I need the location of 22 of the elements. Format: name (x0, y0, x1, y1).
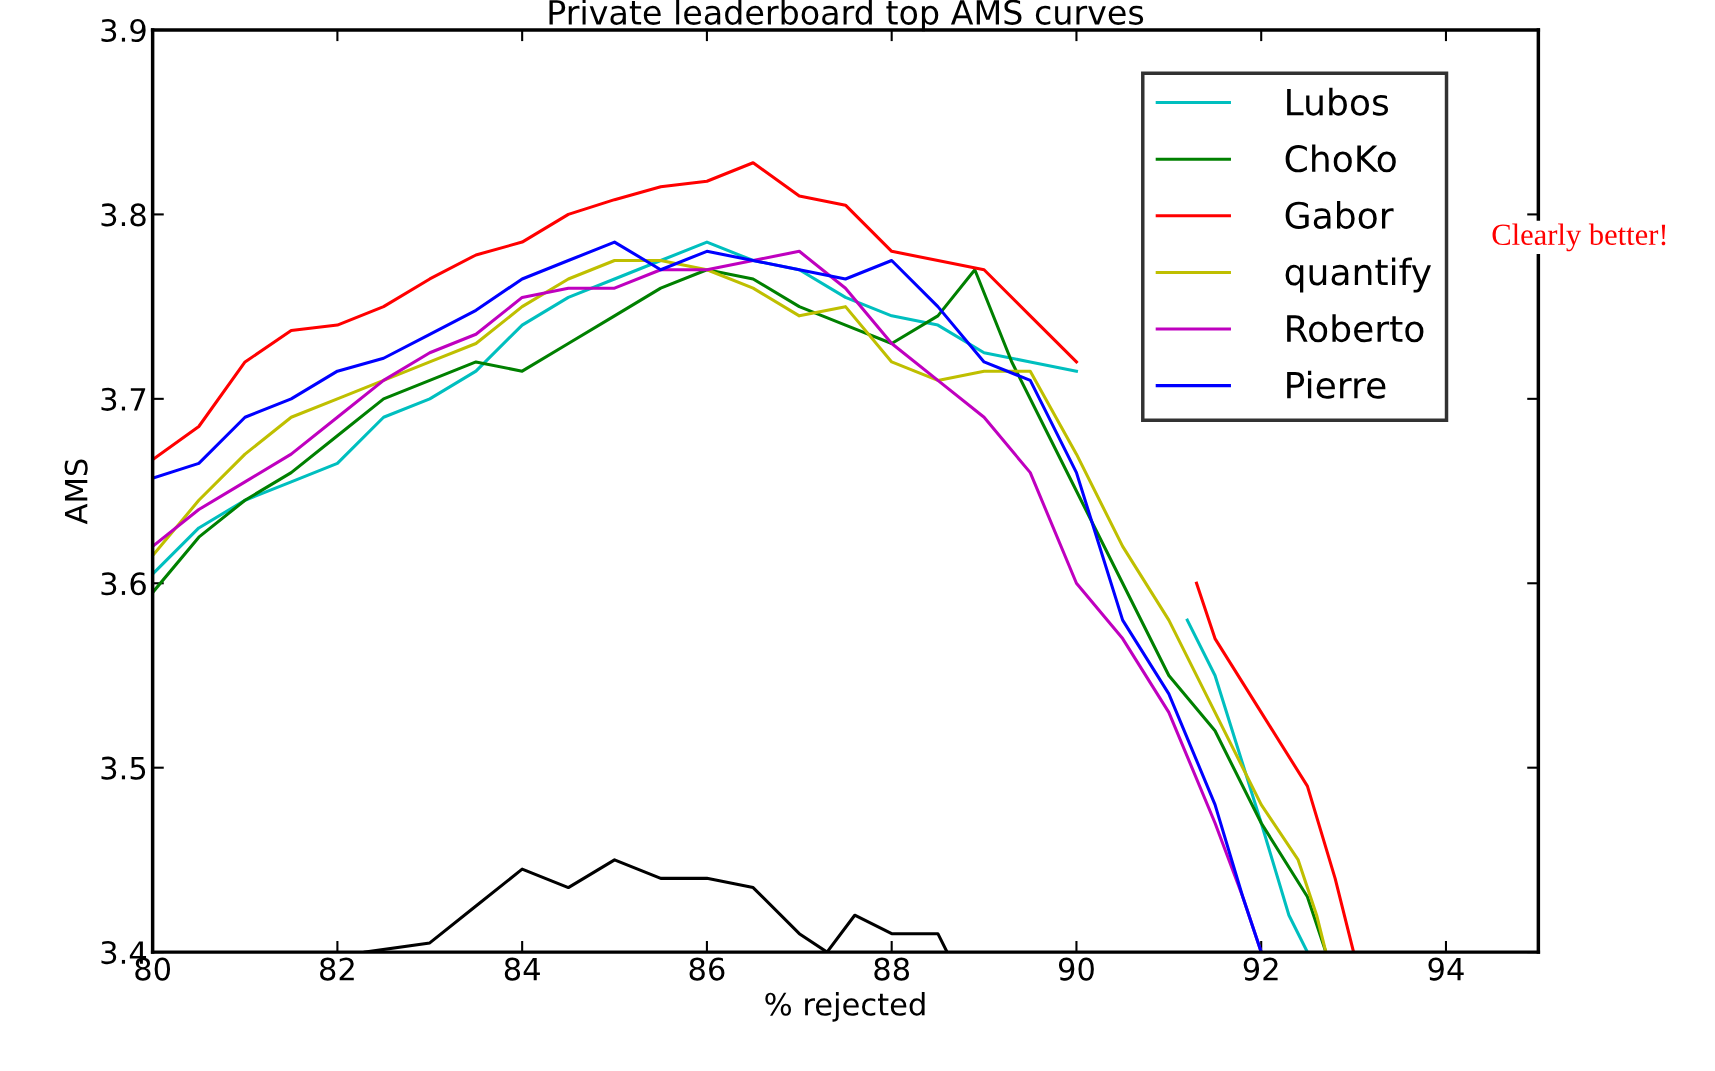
legend-label: Lubos (1287, 87, 1389, 116)
legend-label: Gabor (1285, 201, 1394, 229)
y-axis-title: AMS (64, 459, 88, 525)
legend-label: ChoKo (1285, 144, 1396, 173)
x-tick-label: 82 (320, 957, 354, 981)
legend-label: Roberto (1287, 314, 1424, 343)
x-tick-label: 84 (504, 957, 540, 981)
y-tick-label: 3.8 (101, 203, 146, 227)
legend-label: quantify (1285, 257, 1431, 293)
x-tick-label: 90 (1058, 957, 1094, 981)
legend-label: Pierre (1287, 370, 1386, 399)
chart-title: Private leaderboard top AMS curves (549, 0, 1144, 32)
x-tick-label: 88 (874, 957, 910, 981)
annotation: Clearly better! (1492, 223, 1666, 252)
y-tick-label: 3.9 (101, 18, 146, 43)
x-tick-label: 86 (689, 957, 725, 981)
x-axis-title: % rejected (765, 992, 925, 1022)
y-tick-label: 3.5 (101, 756, 146, 780)
y-tick-label: 3.6 (101, 572, 146, 596)
x-tick-label: 92 (1243, 957, 1278, 981)
x-tick-label: 94 (1428, 957, 1464, 981)
y-tick-label: 3.7 (101, 387, 146, 411)
